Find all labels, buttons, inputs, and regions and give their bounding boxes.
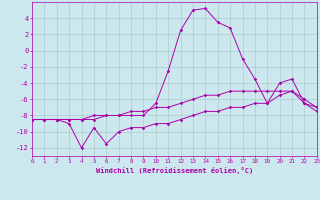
X-axis label: Windchill (Refroidissement éolien,°C): Windchill (Refroidissement éolien,°C) xyxy=(96,167,253,174)
